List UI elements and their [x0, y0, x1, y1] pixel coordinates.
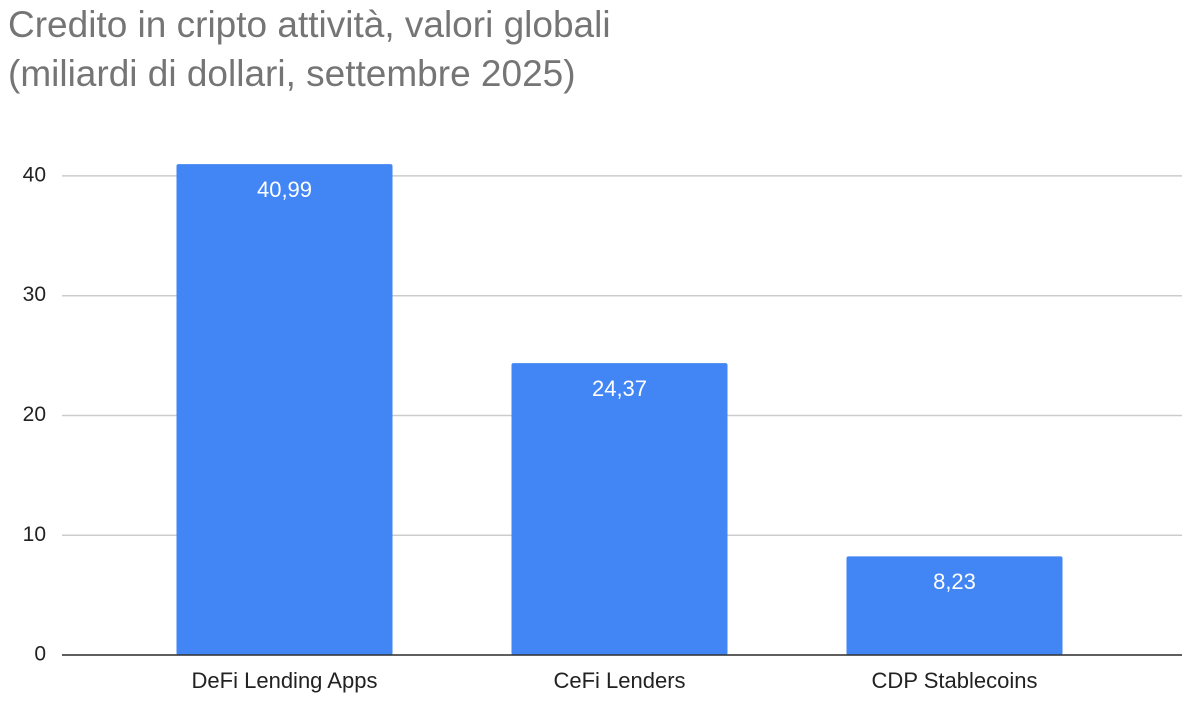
bar: [511, 363, 728, 655]
value-label: 24,37: [592, 376, 647, 401]
x-tick-label: CeFi Lenders: [553, 668, 685, 693]
value-label: 40,99: [257, 177, 312, 202]
value-label: 8,23: [933, 569, 976, 594]
y-tick-label: 10: [23, 523, 46, 546]
y-tick-label: 30: [23, 283, 46, 306]
x-tick-label: DeFi Lending Apps: [192, 668, 378, 693]
x-tick-label: CDP Stablecoins: [872, 668, 1038, 693]
y-tick-label: 20: [23, 403, 46, 426]
chart-title: Credito in cripto attività, valori globa…: [8, 4, 611, 45]
chart-subtitle: (miliardi di dollari, settembre 2025): [8, 53, 576, 94]
y-tick-label: 0: [34, 643, 46, 666]
bar: [846, 556, 1063, 655]
y-tick-label: 40: [23, 163, 46, 186]
bar: [176, 164, 393, 656]
